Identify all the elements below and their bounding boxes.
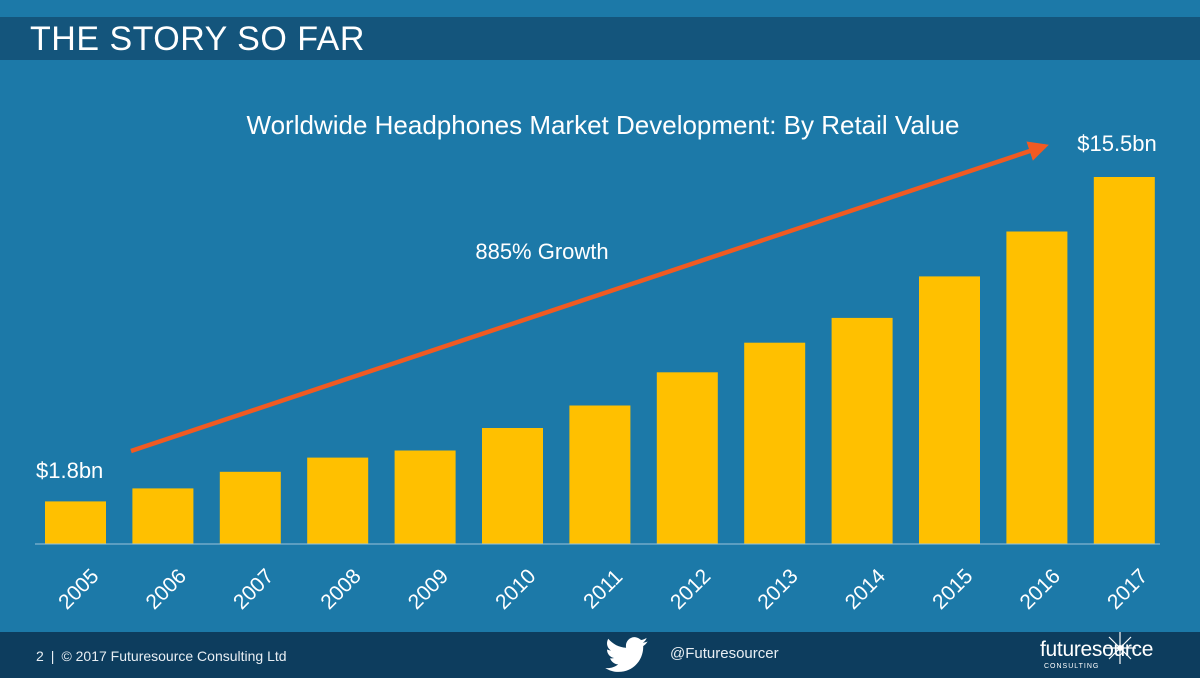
chart: Worldwide Headphones Market Development:…	[35, 110, 1160, 614]
bar-2005	[45, 501, 106, 544]
chart-title: Worldwide Headphones Market Development:…	[247, 110, 960, 140]
page-title: THE STORY SO FAR	[30, 20, 365, 58]
bars-group	[45, 177, 1155, 544]
bar-2014	[831, 317, 893, 544]
x-tick-label-2017: 2017	[1103, 565, 1152, 614]
growth-arrow	[130, 141, 1049, 454]
footer-page-info: 2 | © 2017 Futuresource Consulting Ltd	[36, 648, 287, 664]
twitter-handle[interactable]: @Futuresourcer	[670, 645, 779, 662]
bar-2008	[307, 457, 369, 544]
x-tick-label-2006: 2006	[142, 565, 191, 614]
bar-2007	[219, 471, 281, 544]
x-tick-label-2014: 2014	[841, 564, 891, 614]
x-tick-label-2015: 2015	[928, 565, 977, 614]
x-tick-label-2009: 2009	[404, 565, 453, 614]
bar-2006	[132, 488, 194, 544]
copyright-text: © 2017 Futuresource Consulting Ltd	[61, 648, 287, 664]
x-tick-label-2010: 2010	[491, 565, 540, 614]
growth-label: 885% Growth	[475, 239, 608, 264]
x-tick-label-2011: 2011	[579, 565, 627, 613]
x-tick-label-2007: 2007	[229, 565, 278, 614]
x-tick-label-2016: 2016	[1016, 565, 1065, 614]
header-bar: THE STORY SO FAR	[0, 17, 1200, 60]
x-tick-labels: 2005 2006 2007 2008 2009 2010 2011 2012 2013 2014…	[54, 564, 1152, 614]
bar-2012	[656, 372, 718, 544]
start-value-label: $1.8bn	[36, 458, 103, 483]
x-tick-label-2008: 2008	[316, 565, 365, 614]
twitter-bird-icon[interactable]	[605, 637, 649, 673]
x-tick-label-2005: 2005	[54, 565, 103, 614]
logo-subtext: CONSULTING	[1044, 663, 1100, 670]
end-value-label: $15.5bn	[1077, 131, 1157, 156]
starburst-icon	[1104, 632, 1136, 664]
bar-2010	[482, 428, 543, 544]
footer-separator: |	[50, 648, 55, 664]
logo-wordmark: futuresource	[1040, 638, 1154, 661]
bar-2015	[919, 276, 980, 544]
x-tick-label-2013: 2013	[753, 565, 802, 614]
company-logo: futuresource CONSULTING	[1040, 632, 1170, 676]
bar-2013	[744, 342, 806, 544]
bar-2017	[1093, 177, 1155, 544]
bar-2016	[1006, 231, 1068, 544]
bar-2009	[394, 450, 456, 544]
footer-bar: 2 | © 2017 Futuresource Consulting Ltd @Fu…	[0, 632, 1200, 678]
bar-2011	[569, 405, 631, 544]
page-number: 2	[36, 648, 44, 664]
x-tick-label-2012: 2012	[666, 565, 715, 614]
